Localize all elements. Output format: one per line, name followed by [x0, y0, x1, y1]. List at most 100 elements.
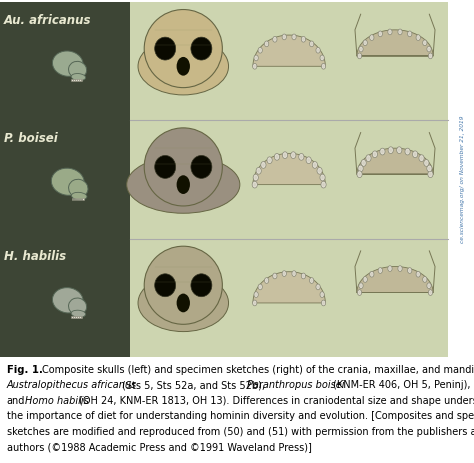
- Ellipse shape: [255, 293, 257, 296]
- Ellipse shape: [155, 37, 176, 60]
- Ellipse shape: [370, 271, 374, 277]
- Ellipse shape: [428, 290, 433, 295]
- Ellipse shape: [69, 61, 87, 78]
- Ellipse shape: [398, 266, 402, 271]
- Ellipse shape: [419, 155, 424, 162]
- Text: Fig. 1.: Fig. 1.: [7, 365, 43, 375]
- Ellipse shape: [397, 147, 402, 154]
- Ellipse shape: [371, 273, 373, 275]
- Ellipse shape: [429, 173, 432, 176]
- Text: and: and: [7, 396, 25, 406]
- Bar: [75, 79, 77, 81]
- Ellipse shape: [283, 153, 286, 157]
- Ellipse shape: [416, 35, 420, 40]
- Polygon shape: [253, 35, 325, 66]
- Bar: [82, 198, 83, 200]
- Ellipse shape: [257, 169, 260, 173]
- Ellipse shape: [138, 274, 228, 332]
- Ellipse shape: [191, 37, 212, 60]
- Ellipse shape: [406, 150, 409, 153]
- Ellipse shape: [262, 163, 264, 167]
- Bar: [73, 198, 75, 200]
- Ellipse shape: [177, 175, 190, 194]
- Bar: [77, 316, 79, 318]
- Ellipse shape: [428, 167, 431, 170]
- Ellipse shape: [71, 310, 86, 317]
- Ellipse shape: [258, 284, 262, 290]
- Ellipse shape: [177, 57, 190, 75]
- Ellipse shape: [321, 63, 326, 69]
- Ellipse shape: [317, 168, 322, 174]
- Ellipse shape: [424, 41, 426, 44]
- Ellipse shape: [358, 165, 363, 172]
- Ellipse shape: [72, 192, 87, 200]
- Ellipse shape: [423, 276, 427, 282]
- Ellipse shape: [292, 271, 296, 276]
- Ellipse shape: [144, 10, 222, 88]
- Ellipse shape: [265, 43, 268, 45]
- Ellipse shape: [358, 291, 361, 294]
- Ellipse shape: [316, 47, 320, 53]
- Ellipse shape: [379, 32, 382, 35]
- Ellipse shape: [254, 65, 256, 68]
- Ellipse shape: [366, 155, 371, 162]
- Ellipse shape: [408, 268, 412, 273]
- Ellipse shape: [306, 157, 311, 163]
- Ellipse shape: [310, 279, 313, 282]
- Bar: [76, 198, 77, 200]
- Ellipse shape: [367, 156, 370, 160]
- Bar: [77, 79, 79, 81]
- Ellipse shape: [416, 271, 420, 277]
- Ellipse shape: [302, 275, 304, 277]
- Ellipse shape: [321, 176, 324, 179]
- Ellipse shape: [310, 43, 313, 45]
- Ellipse shape: [360, 48, 362, 50]
- Ellipse shape: [425, 161, 428, 165]
- Ellipse shape: [283, 272, 285, 275]
- Ellipse shape: [274, 38, 276, 41]
- Ellipse shape: [414, 153, 417, 156]
- Ellipse shape: [321, 293, 323, 296]
- Ellipse shape: [273, 273, 277, 279]
- Ellipse shape: [424, 160, 429, 166]
- Ellipse shape: [264, 278, 269, 283]
- Ellipse shape: [261, 162, 266, 169]
- Ellipse shape: [388, 147, 393, 154]
- Ellipse shape: [388, 29, 392, 35]
- Ellipse shape: [256, 168, 261, 174]
- Ellipse shape: [282, 271, 286, 276]
- Text: Au. africanus: Au. africanus: [4, 14, 91, 27]
- Text: (KNM-ER 406, OH 5, Peninj),: (KNM-ER 406, OH 5, Peninj),: [333, 381, 471, 390]
- Ellipse shape: [428, 48, 430, 50]
- Ellipse shape: [423, 40, 427, 46]
- Ellipse shape: [390, 149, 392, 152]
- Bar: [81, 79, 82, 81]
- Bar: [130, 2, 448, 357]
- Ellipse shape: [307, 158, 310, 162]
- Ellipse shape: [293, 36, 295, 38]
- Ellipse shape: [428, 284, 430, 287]
- Ellipse shape: [358, 173, 361, 176]
- Ellipse shape: [364, 278, 366, 281]
- Ellipse shape: [429, 55, 431, 57]
- Ellipse shape: [357, 290, 362, 295]
- Polygon shape: [357, 30, 433, 56]
- Ellipse shape: [254, 301, 256, 304]
- Ellipse shape: [316, 284, 320, 290]
- Bar: [73, 316, 74, 318]
- Ellipse shape: [361, 160, 366, 166]
- Bar: [79, 316, 81, 318]
- Ellipse shape: [417, 273, 419, 275]
- Text: authors (©1988 Academic Press and ©1991 Waveland Press)]: authors (©1988 Academic Press and ©1991 …: [7, 442, 311, 452]
- Ellipse shape: [427, 46, 431, 52]
- Text: sketches are modified and reproduced from (50) and (51) with permission from the: sketches are modified and reproduced fro…: [7, 427, 474, 437]
- Ellipse shape: [253, 174, 258, 181]
- Bar: [75, 316, 77, 318]
- Ellipse shape: [274, 154, 280, 160]
- Bar: [72, 198, 73, 200]
- Text: Australopithecus africanus: Australopithecus africanus: [7, 381, 137, 390]
- Ellipse shape: [317, 49, 319, 52]
- Ellipse shape: [398, 149, 401, 152]
- Ellipse shape: [389, 267, 391, 270]
- Polygon shape: [253, 272, 325, 303]
